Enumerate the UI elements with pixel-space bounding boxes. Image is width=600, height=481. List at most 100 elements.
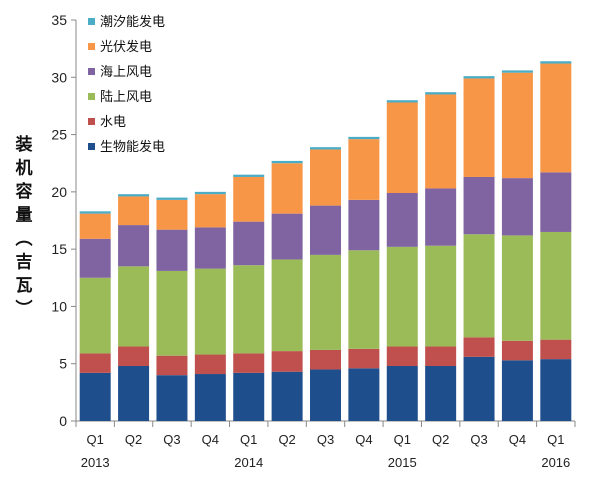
bar-segment-6-2	[118, 194, 150, 197]
bar-segment-6-11	[463, 76, 495, 79]
legend-label: 水电	[100, 115, 126, 130]
bar-segment-5-13	[540, 63, 572, 173]
bar-segment-3-8	[348, 250, 380, 349]
legend-swatch	[88, 93, 95, 100]
bar-segment-3-5	[233, 265, 265, 354]
legend-swatch	[88, 68, 95, 75]
bar-segment-1-7	[310, 369, 341, 421]
bar-segment-1-1	[79, 372, 111, 421]
bar-segment-5-2	[118, 196, 150, 226]
x-tick-label: Q3	[163, 432, 180, 447]
y-tick-label: 25	[51, 127, 67, 143]
legend-label: 生物能发电	[100, 139, 165, 155]
y-tick-label: 30	[51, 69, 67, 85]
legend-swatch	[88, 43, 95, 50]
bar-segment-3-11	[463, 234, 495, 338]
bar-segment-3-13	[540, 231, 572, 340]
bar-segment-6-10	[425, 92, 457, 95]
bar-segment-5-5	[233, 176, 265, 222]
bar-segment-2-6	[271, 351, 303, 372]
x-tick-label: Q1	[87, 432, 104, 447]
bar-segment-4-12	[501, 178, 533, 236]
bar-segment-2-7	[310, 349, 341, 370]
bar-segment-3-9	[386, 246, 418, 347]
bar-segment-1-12	[501, 360, 533, 421]
bar-segment-2-10	[425, 346, 457, 367]
bar-segment-4-2	[118, 225, 150, 267]
x-year-label: 2016	[541, 455, 570, 470]
bar-segment-4-5	[233, 221, 265, 266]
bar-segment-4-11	[463, 176, 495, 235]
legend-swatch	[88, 118, 95, 125]
bar-segment-5-8	[348, 139, 380, 200]
legend-label: 光伏发电	[100, 39, 152, 55]
bar-segment-6-5	[233, 174, 265, 177]
bar-segment-5-6	[271, 163, 303, 214]
x-tick-label: Q1	[394, 432, 411, 447]
bar-segment-5-9	[386, 102, 418, 193]
bar-segment-2-2	[118, 346, 150, 367]
x-tick-label: Q2	[432, 432, 449, 447]
bar-segment-6-6	[271, 160, 303, 164]
bar-segment-2-1	[79, 353, 111, 373]
legend-swatch	[88, 18, 95, 25]
bar-segment-6-4	[194, 191, 226, 195]
bar-segment-3-10	[425, 245, 457, 347]
bar-segment-5-7	[310, 149, 341, 206]
y-tick-label: 15	[51, 241, 67, 257]
bar-segment-2-9	[386, 346, 418, 367]
bar-segment-1-6	[271, 371, 303, 421]
bar-segment-1-11	[463, 356, 495, 421]
legend-label: 海上风电	[100, 65, 152, 80]
bar-segment-1-10	[425, 366, 457, 421]
x-tick-label: Q1	[547, 432, 564, 447]
x-tick-label: Q3	[470, 432, 487, 447]
bar-segment-3-3	[156, 270, 188, 356]
bar-segment-6-3	[156, 197, 188, 200]
bar-segment-3-6	[271, 259, 303, 352]
x-tick-label: Q4	[355, 432, 372, 447]
bar-segment-2-4	[194, 354, 226, 375]
bar-segment-3-12	[501, 235, 533, 341]
bar-segment-1-13	[540, 359, 572, 421]
bar-segment-5-10	[425, 94, 457, 189]
x-year-label: 2013	[81, 455, 110, 470]
x-tick-label: Q1	[240, 432, 257, 447]
bar-segment-4-3	[156, 229, 188, 271]
bar-segment-4-7	[310, 205, 341, 255]
bar-segment-3-7	[310, 254, 341, 350]
x-tick-label: Q4	[509, 432, 526, 447]
bar-segment-2-12	[501, 340, 533, 361]
x-year-label: 2014	[234, 455, 263, 470]
bar-segment-1-2	[118, 366, 150, 421]
bar-segment-4-1	[79, 238, 111, 278]
bar-segment-2-8	[348, 348, 380, 369]
y-tick-label: 10	[51, 298, 67, 314]
bar-segment-5-4	[194, 194, 226, 228]
bar-segment-2-11	[463, 337, 495, 357]
bar-segment-5-11	[463, 78, 495, 177]
bar-segment-5-3	[156, 199, 188, 230]
bar-segment-4-9	[386, 193, 418, 247]
bar-segment-2-5	[233, 353, 265, 373]
bar-segment-5-12	[501, 72, 533, 179]
bar-segment-1-4	[194, 374, 226, 421]
y-tick-label: 20	[51, 184, 67, 200]
bar-segment-5-1	[79, 213, 111, 239]
bar-segment-6-1	[79, 211, 111, 214]
bar-segment-3-2	[118, 266, 150, 347]
legend-swatch	[88, 143, 95, 150]
bar-segment-6-13	[540, 61, 572, 64]
bar-segment-4-10	[425, 188, 457, 246]
y-tick-label: 5	[59, 356, 67, 372]
bar-segment-6-8	[348, 136, 380, 140]
legend-label: 陆上风电	[100, 89, 152, 105]
bar-segment-4-13	[540, 172, 572, 232]
bar-segment-2-3	[156, 355, 188, 376]
x-tick-label: Q4	[202, 432, 219, 447]
bar-segment-1-9	[386, 366, 418, 421]
bar-segment-2-13	[540, 339, 572, 360]
x-tick-label: Q2	[278, 432, 295, 447]
